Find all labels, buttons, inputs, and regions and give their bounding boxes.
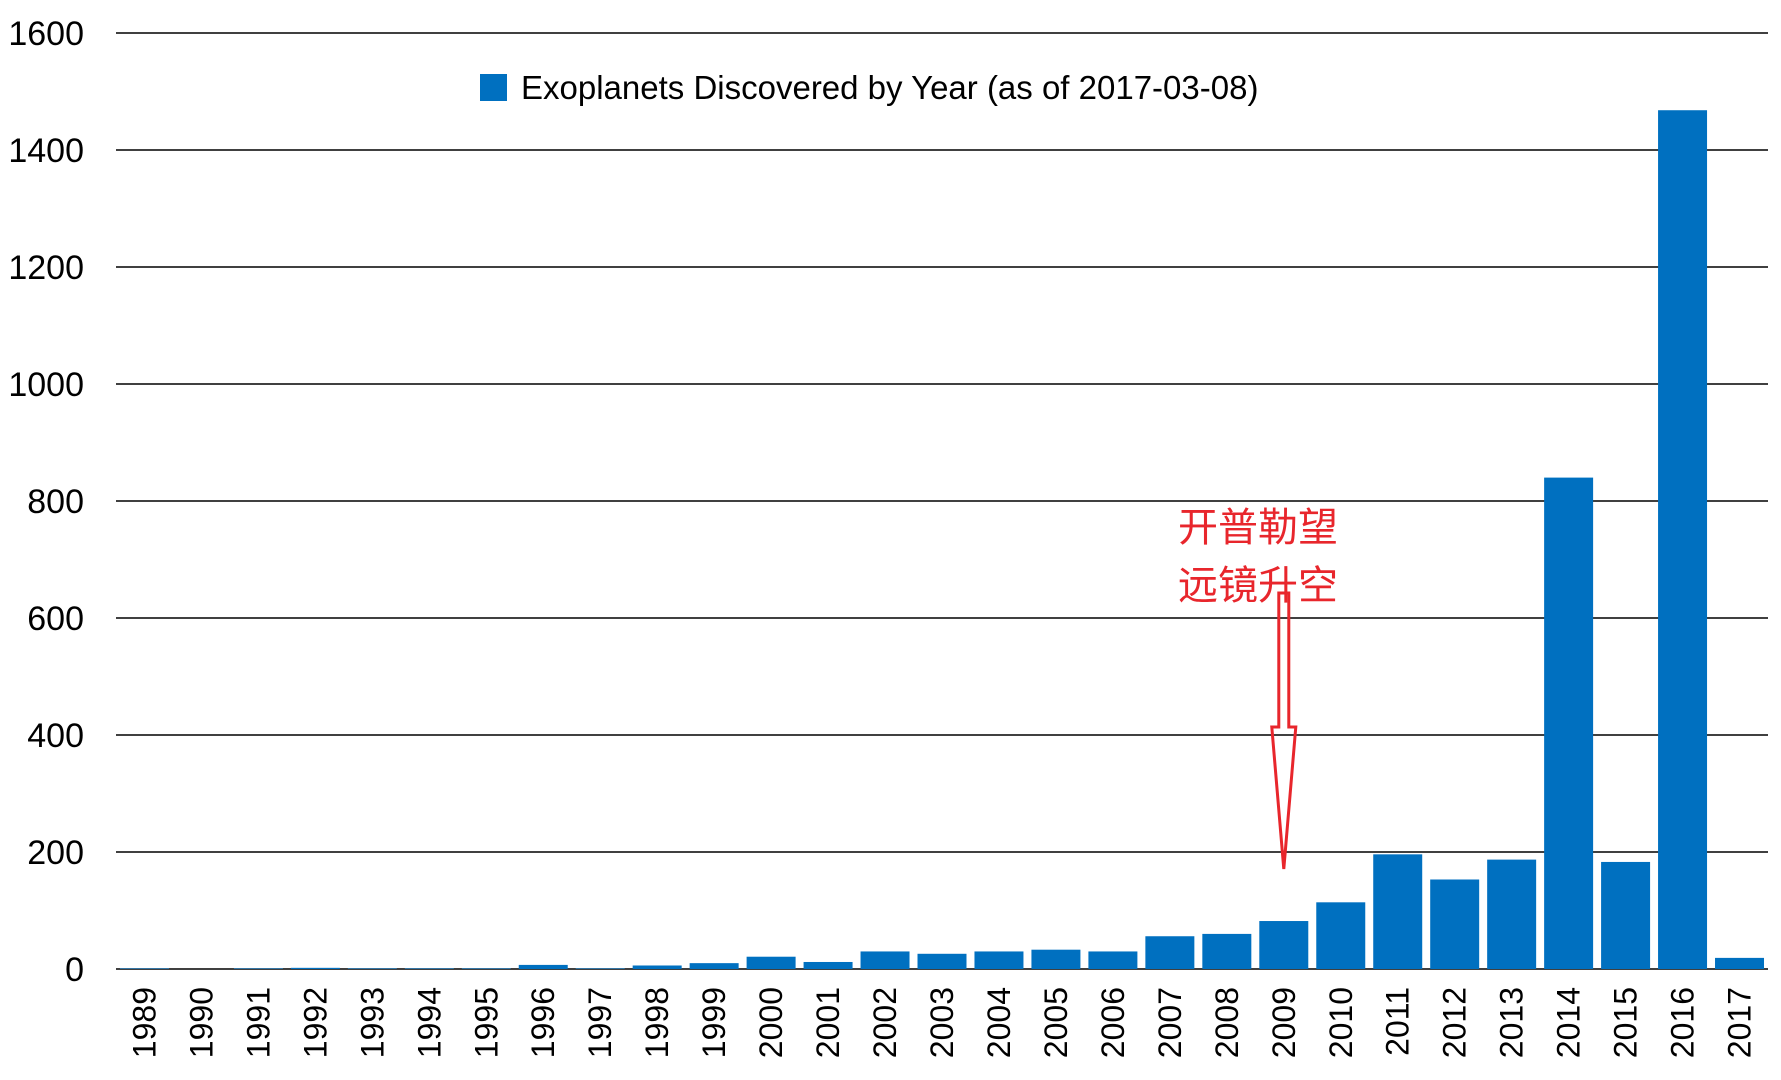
bar-2007 — [1145, 936, 1195, 969]
bar-2001 — [803, 961, 853, 969]
bar-1994 — [404, 968, 454, 969]
bar-1996 — [518, 964, 568, 969]
annotation-line-1: 开普勒望 — [1178, 505, 1338, 551]
x-tick-label: 1996 — [525, 987, 561, 1058]
x-tick-label: 1990 — [183, 987, 219, 1058]
x-tick-label: 2011 — [1380, 987, 1416, 1056]
x-tick-label: 2014 — [1551, 987, 1587, 1058]
x-tick-label: 1993 — [354, 987, 390, 1058]
bar-2009 — [1259, 921, 1309, 969]
bar-2005 — [1031, 949, 1081, 969]
bar-1993 — [347, 968, 397, 969]
bar-2014 — [1544, 477, 1594, 969]
x-tick-label: 2002 — [867, 987, 903, 1058]
x-tick-label: 1998 — [639, 987, 675, 1058]
bar-2013 — [1487, 859, 1537, 969]
x-tick-label: 1994 — [411, 987, 447, 1058]
bar-2012 — [1430, 879, 1480, 969]
bar-1989 — [119, 968, 169, 969]
annotation-arrow — [1270, 591, 1298, 870]
x-tick-label: 1997 — [582, 987, 618, 1058]
x-tick-label: 2006 — [1095, 987, 1131, 1058]
bar-2011 — [1373, 854, 1423, 969]
y-axis-ticks: 0 200 400 600 800 1000 1200 1400 1600 — [8, 15, 84, 989]
x-tick-label: 1989 — [126, 987, 162, 1058]
x-tick-label: 1995 — [468, 987, 504, 1058]
x-tick-label: 2017 — [1722, 987, 1758, 1058]
bars — [119, 110, 1765, 970]
legend: Exoplanets Discovered by Year (as of 201… — [480, 69, 1258, 106]
bar-1992 — [290, 967, 340, 969]
bar-2008 — [1202, 933, 1252, 969]
x-tick-label: 2008 — [1209, 987, 1245, 1058]
x-tick-label: 2015 — [1608, 987, 1644, 1058]
y-tick-label: 1600 — [8, 15, 84, 53]
annotation-line-2: 远镜升空 — [1178, 563, 1338, 609]
bar-1997 — [575, 968, 625, 969]
x-tick-label: 1999 — [696, 987, 732, 1058]
y-tick-label: 1400 — [8, 132, 84, 170]
bar-2010 — [1316, 902, 1366, 969]
x-tick-label: 2000 — [753, 987, 789, 1058]
x-tick-label: 2012 — [1437, 987, 1473, 1058]
bar-2002 — [860, 951, 910, 969]
bar-1999 — [689, 963, 739, 969]
x-tick-label: 2004 — [981, 987, 1017, 1058]
x-tick-label: 1992 — [297, 987, 333, 1058]
x-tick-label: 2001 — [810, 987, 846, 1058]
bar-2006 — [1088, 951, 1138, 969]
bar-1991 — [233, 968, 283, 969]
x-tick-label: 2005 — [1038, 987, 1074, 1058]
x-tick-label: 2013 — [1494, 987, 1530, 1058]
x-axis-ticks: 1989 1990 1991 1992 1993 1994 1995 1996 1997 1998… — [126, 987, 1757, 1058]
x-tick-label: 1991 — [240, 987, 276, 1058]
y-tick-label: 800 — [27, 483, 84, 521]
x-tick-label: 2003 — [924, 987, 960, 1058]
legend-swatch — [480, 74, 507, 101]
y-tick-label: 1000 — [8, 366, 84, 404]
y-tick-label: 600 — [27, 600, 84, 638]
x-tick-label: 2007 — [1152, 987, 1188, 1058]
bar-1995 — [461, 968, 511, 969]
y-tick-label: 400 — [27, 717, 84, 755]
annotation: 开普勒望 远镜升空 — [1178, 505, 1338, 870]
legend-label: Exoplanets Discovered by Year (as of 201… — [521, 69, 1258, 106]
bar-1998 — [632, 965, 682, 969]
x-tick-label: 2009 — [1266, 987, 1302, 1058]
bar-2016 — [1658, 110, 1708, 970]
x-tick-label: 2010 — [1323, 987, 1359, 1058]
x-tick-label: 2016 — [1665, 987, 1701, 1058]
bar-2004 — [974, 951, 1024, 969]
y-tick-label: 0 — [65, 951, 84, 989]
gridlines — [116, 32, 1768, 970]
y-tick-label: 200 — [27, 834, 84, 872]
bar-2000 — [746, 956, 796, 969]
y-tick-label: 1200 — [8, 249, 84, 287]
bar-2015 — [1601, 861, 1651, 969]
bar-2003 — [917, 953, 967, 969]
bar-2017 — [1715, 957, 1765, 969]
